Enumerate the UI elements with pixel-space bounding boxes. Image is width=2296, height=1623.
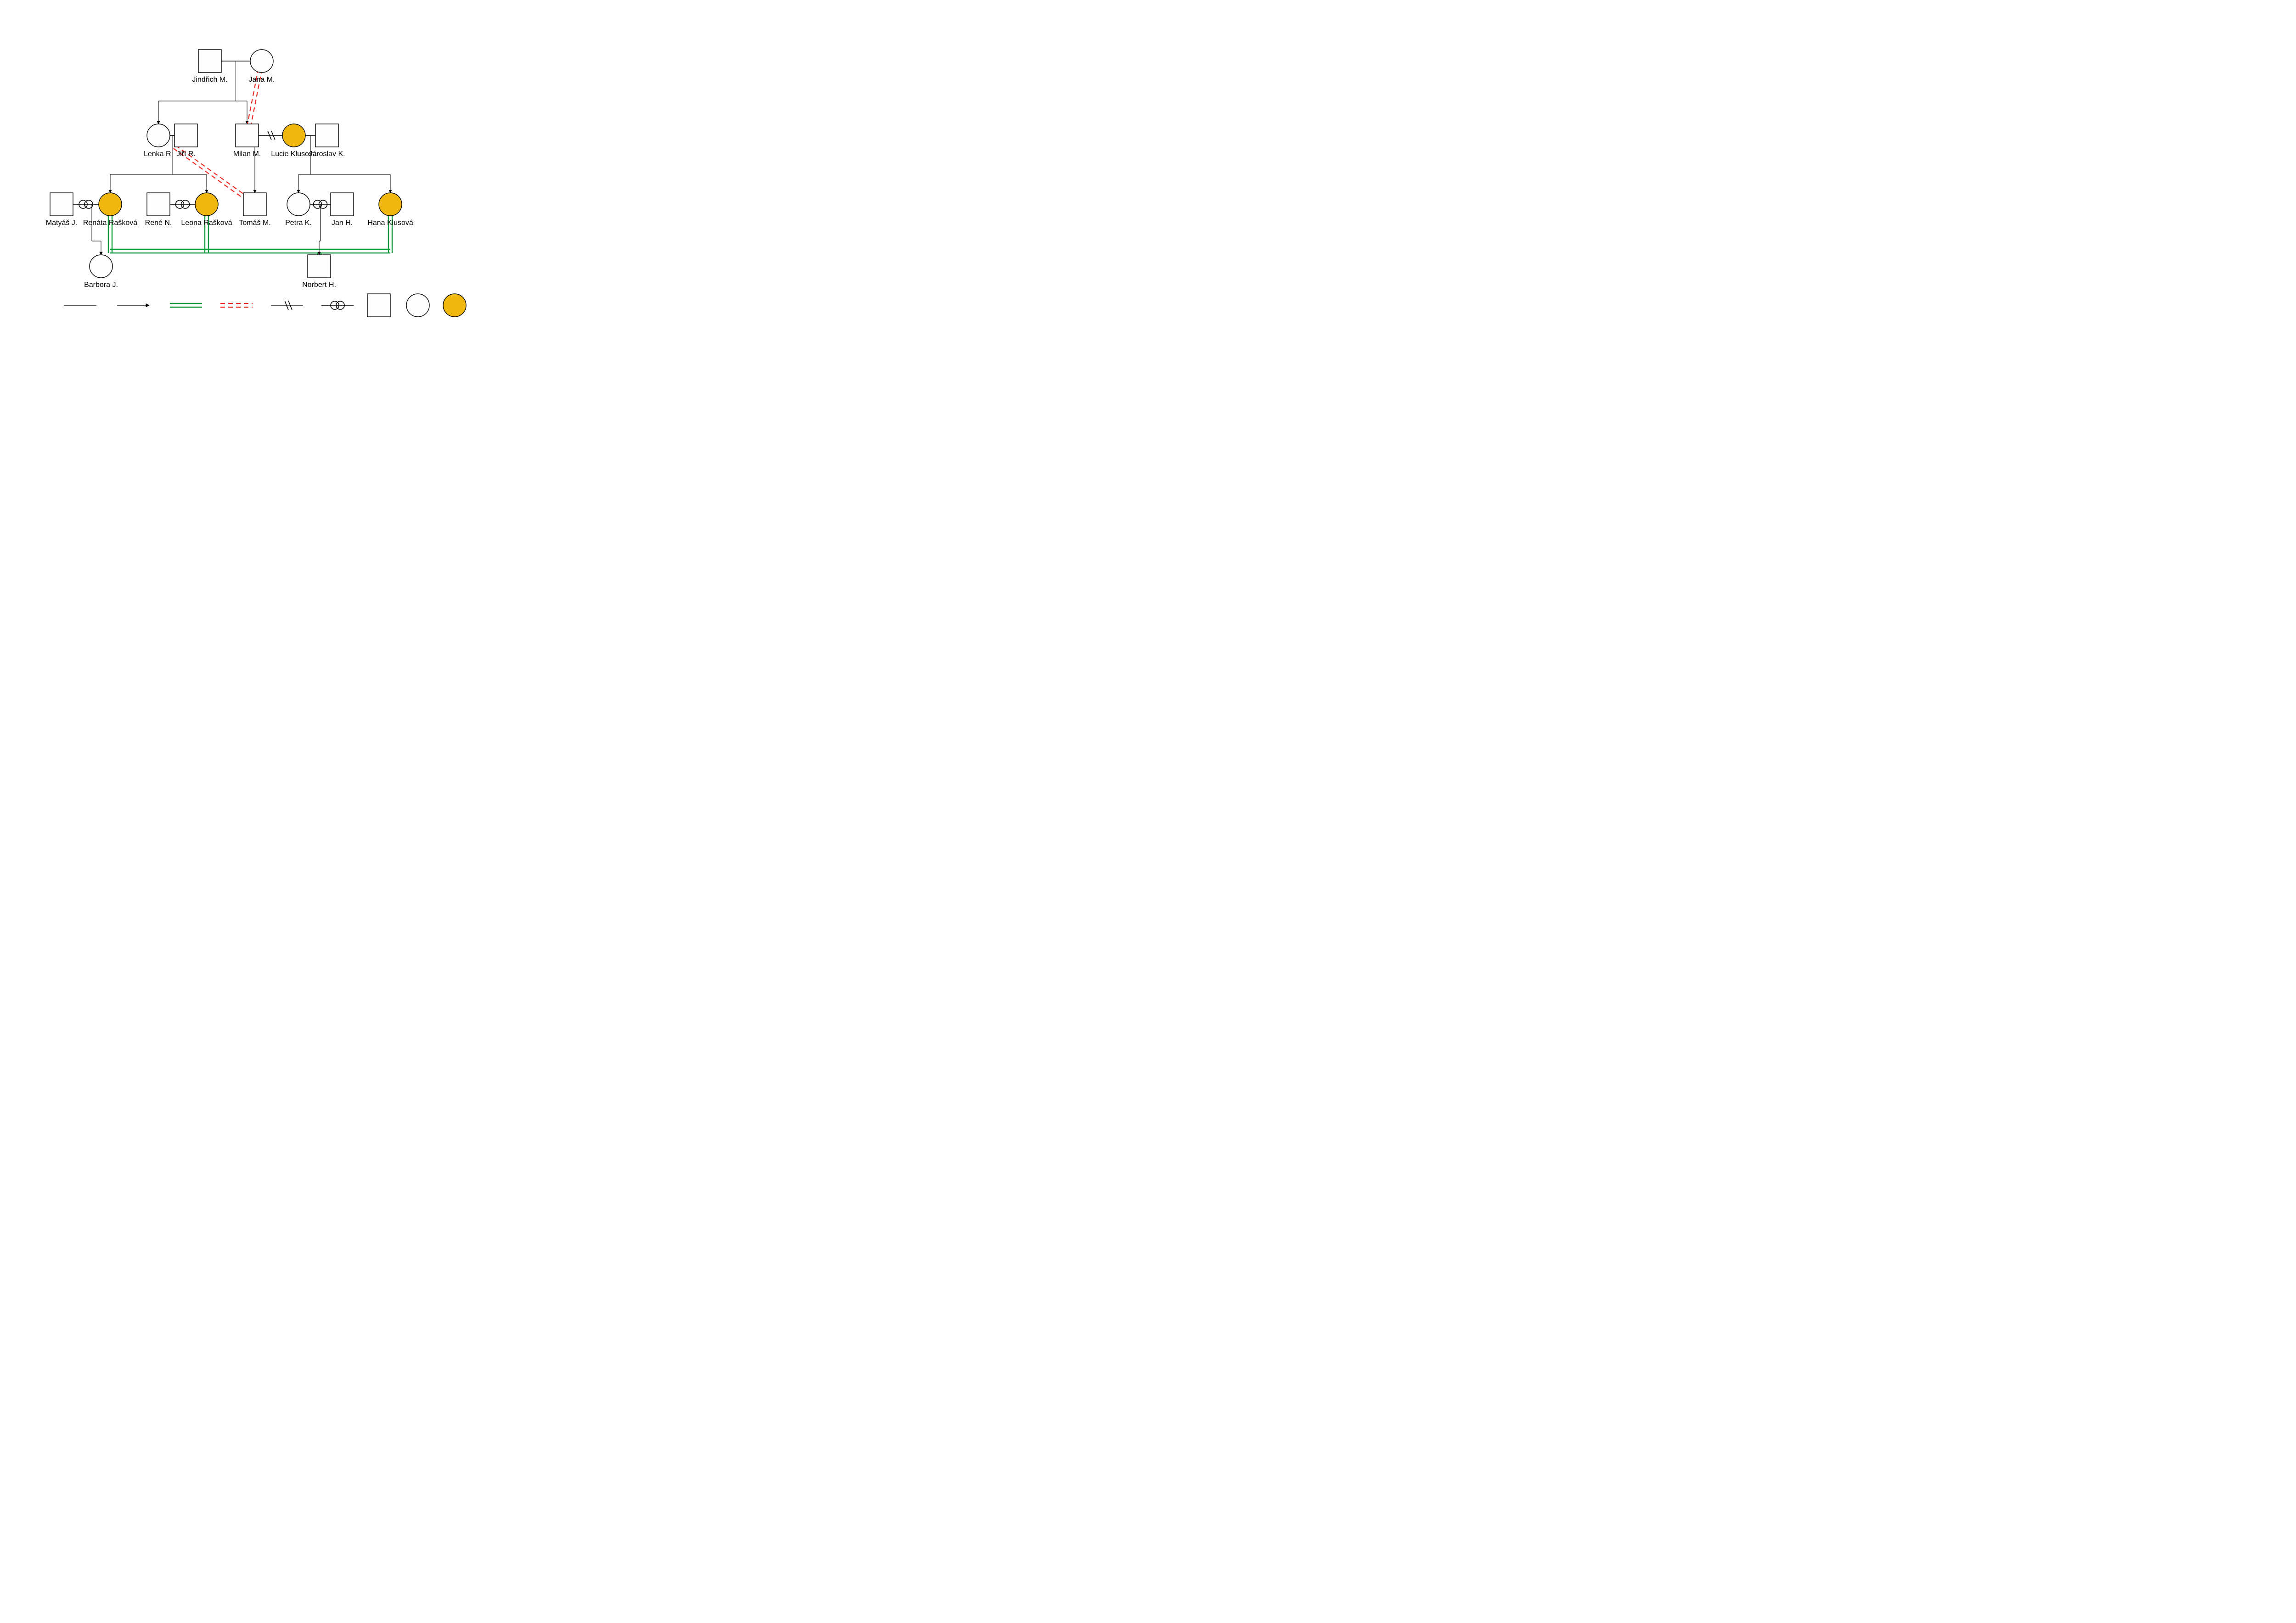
person-label: René N. bbox=[145, 219, 172, 227]
person-male-jaroslav bbox=[315, 124, 338, 147]
person-label: Norbert H. bbox=[302, 281, 336, 289]
person-female-barbora bbox=[90, 255, 113, 278]
person-male-rene bbox=[147, 193, 170, 216]
person-label: Jan H. bbox=[332, 219, 353, 227]
legend-item bbox=[406, 294, 429, 317]
legend-layer bbox=[64, 294, 466, 317]
legend-item bbox=[220, 303, 253, 307]
person-label: Leona Rašková bbox=[181, 219, 232, 227]
person-female-lenka bbox=[147, 124, 170, 147]
person-label: Milan M. bbox=[233, 150, 261, 158]
person-female-lucie bbox=[282, 124, 305, 147]
person-label: Petra K. bbox=[285, 219, 312, 227]
legend-item bbox=[321, 301, 354, 309]
genogram-canvas: Jindřich M. Jana M. Lenka R.Jiří R. Milan M… bbox=[0, 0, 574, 406]
person-male-norbert bbox=[308, 255, 331, 278]
person-female-hana bbox=[379, 193, 402, 216]
person-label: Hana Klusová bbox=[367, 219, 413, 227]
person-female-renata bbox=[99, 193, 122, 216]
person-label: Barbora J. bbox=[84, 281, 118, 289]
person-label: Tomáš M. bbox=[239, 219, 270, 227]
person-male-tomas bbox=[243, 193, 266, 216]
person-male-jiri bbox=[174, 124, 197, 147]
person-label: Lenka R. bbox=[144, 150, 173, 158]
legend-item bbox=[170, 303, 202, 307]
person-female-petra bbox=[287, 193, 310, 216]
person-label: Renáta Rašková bbox=[83, 219, 137, 227]
person-male-matyas bbox=[50, 193, 73, 216]
person-label: Jiří R. bbox=[176, 150, 196, 158]
person-female-leona bbox=[195, 193, 218, 216]
legend-item bbox=[271, 301, 303, 310]
person-label: Jaroslav K. bbox=[309, 150, 345, 158]
person-male-jindrich bbox=[198, 50, 221, 73]
legend-item bbox=[443, 294, 466, 317]
person-label: Jana M. bbox=[249, 76, 275, 84]
legend-item bbox=[367, 294, 390, 317]
person-female-jana bbox=[250, 50, 273, 73]
person-male-milan bbox=[236, 124, 259, 147]
nodes-layer bbox=[50, 50, 402, 278]
person-male-jan bbox=[331, 193, 354, 216]
person-label: Matyáš J. bbox=[46, 219, 77, 227]
person-label: Jindřich M. bbox=[192, 76, 227, 84]
